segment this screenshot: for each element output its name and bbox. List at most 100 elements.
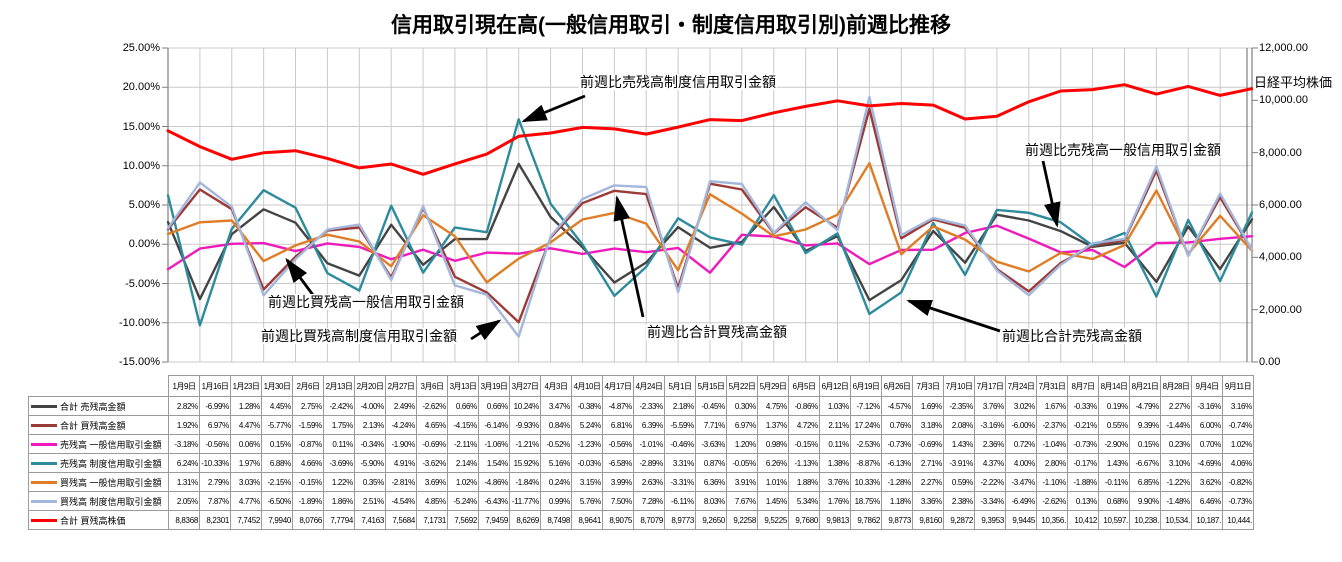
table-cell: -4.57%	[881, 396, 913, 416]
table-cell: 6.26%	[757, 453, 789, 473]
table-cell: 2.27%	[1160, 396, 1192, 416]
annotation-total-sell-label: 前週比合計売残高金額	[1001, 328, 1143, 345]
table-column-header: 5月1日	[664, 375, 696, 397]
table-cell: 0.98%	[757, 434, 789, 454]
table-cell: -4.00%	[354, 396, 386, 416]
series-line-2	[166, 224, 1254, 274]
table-cell: -2.33%	[633, 396, 665, 416]
table-cell: 9,2650	[695, 510, 727, 530]
legend-swatch	[31, 442, 57, 446]
table-cell: 7.87%	[199, 491, 231, 511]
table-cell: -0.69%	[912, 434, 944, 454]
table-cell: 1.43%	[1098, 453, 1130, 473]
table-cell: 5.24%	[571, 415, 603, 435]
table-cell: 10,238.	[1129, 510, 1161, 530]
table-cell: 10.33%	[850, 472, 882, 492]
table-cell: 1.28%	[230, 396, 262, 416]
table-cell: 0.72%	[1005, 434, 1037, 454]
table-cell: 0.76%	[881, 415, 913, 435]
left-axis-tick-label: 20.00%	[122, 81, 160, 94]
annotation-sell-seido-label: 前週比売残高制度信用取引金額	[579, 74, 777, 91]
table-column-header: 6月12日	[819, 375, 851, 397]
table-cell: -2.11%	[447, 434, 479, 454]
table-cell: 3.99%	[602, 472, 634, 492]
right-axis-tick-label: 12,000.00	[1259, 42, 1308, 54]
table-cell: -5.24%	[447, 491, 479, 511]
table-cell: 0.15%	[261, 434, 293, 454]
table-column-header: 4月3日	[540, 375, 572, 397]
table-cell: 10,187.	[1191, 510, 1223, 530]
table-cell: -2.37%	[1036, 415, 1068, 435]
table-cell: -1.44%	[1160, 415, 1192, 435]
table-column-header: 1月16日	[199, 375, 231, 397]
table-cell: -3.69%	[323, 453, 355, 473]
data-table: 1月9日 1月16日 1月23日 1月30日 2月6日 2月13日 2月20日 2月27日 3月…	[28, 375, 1254, 530]
table-cell: 2.75%	[292, 396, 324, 416]
table-cell: -4.79%	[1129, 396, 1161, 416]
table-cell: -0.45%	[695, 396, 727, 416]
table-cell: 2.82%	[168, 396, 200, 416]
series-line-6	[166, 83, 1254, 176]
table-column-header: 5月29日	[757, 375, 789, 397]
table-row-label: 売残高 一般信用取引金額	[28, 434, 169, 454]
table-cell: 9,2872	[943, 510, 975, 530]
table-cell: 10.24%	[509, 396, 541, 416]
table-cell: 3.69%	[416, 472, 448, 492]
table-column-header: 2月6日	[292, 375, 324, 397]
table-cell: 7,5684	[385, 510, 417, 530]
table-column-header: 8月28日	[1160, 375, 1192, 397]
table-cell: -5.90%	[354, 453, 386, 473]
table-cell: 0.06%	[230, 434, 262, 454]
table-cell: -8.87%	[850, 453, 882, 473]
table-cell: -0.15%	[292, 472, 324, 492]
series-line-3	[166, 118, 1254, 327]
table-cell: -6.49%	[1005, 491, 1037, 511]
table-cell: -3.47%	[1005, 472, 1037, 492]
table-column-header: 3月27日	[509, 375, 541, 397]
annotation-arrow	[613, 195, 645, 318]
table-column-header: 8月14日	[1098, 375, 1130, 397]
table-cell: 8,2301	[199, 510, 231, 530]
table-cell: -7.12%	[850, 396, 882, 416]
table-cell: 1.43%	[943, 434, 975, 454]
table-column-header: 9月11日	[1222, 375, 1254, 397]
table-cell: 1.20%	[726, 434, 758, 454]
table-cell: -0.33%	[1067, 396, 1099, 416]
table-cell: 2.27%	[912, 472, 944, 492]
table-column-header: 7月3日	[912, 375, 944, 397]
table-cell: 17.24%	[850, 415, 882, 435]
table-cell: 2.49%	[385, 396, 417, 416]
table-column-header: 7月31日	[1036, 375, 1068, 397]
annotation-arrow	[906, 299, 1001, 333]
right-axis-tick-label: 10,000.00	[1259, 94, 1308, 107]
table-column-header: 5月22日	[726, 375, 758, 397]
table-cell: 4.85%	[416, 491, 448, 511]
right-axis-tick-label: 6,000.00	[1259, 199, 1302, 211]
table-cell: 10,356.	[1036, 510, 1068, 530]
table-cell: -6.50%	[261, 491, 293, 511]
left-axis-tick-label: -15.00%	[119, 356, 160, 368]
table-cell: 2.08%	[943, 415, 975, 435]
legend-swatch	[31, 423, 57, 427]
table-row: 買残高 制度信用取引金額 2.05% 7.87% 4.77% -6.50% -1.89% 1…	[28, 491, 1254, 511]
table-cell: 2.80%	[1036, 453, 1068, 473]
table-cell: 1.31%	[168, 472, 200, 492]
table-cell: 3.76%	[974, 396, 1006, 416]
table-cell: 8.03%	[695, 491, 727, 511]
table-cell: 1.76%	[819, 491, 851, 511]
table-cell: -1.04%	[1036, 434, 1068, 454]
table-cell: 4.65%	[416, 415, 448, 435]
legend-swatch	[31, 461, 57, 465]
table-cell: -2.53%	[850, 434, 882, 454]
legend-label: 買残高 一般信用取引金額	[60, 477, 162, 488]
left-axis-tick-label: 15.00%	[122, 120, 160, 133]
table-cell: -1.23%	[571, 434, 603, 454]
table-cell: 0.13%	[1067, 491, 1099, 511]
table-cell: -2.42%	[323, 396, 355, 416]
table-cell: 8,7498	[540, 510, 572, 530]
table-row-label: 合計 買残高株価	[28, 510, 169, 530]
table-cell: 3.18%	[912, 415, 944, 435]
table-cell: -2.22%	[974, 472, 1006, 492]
